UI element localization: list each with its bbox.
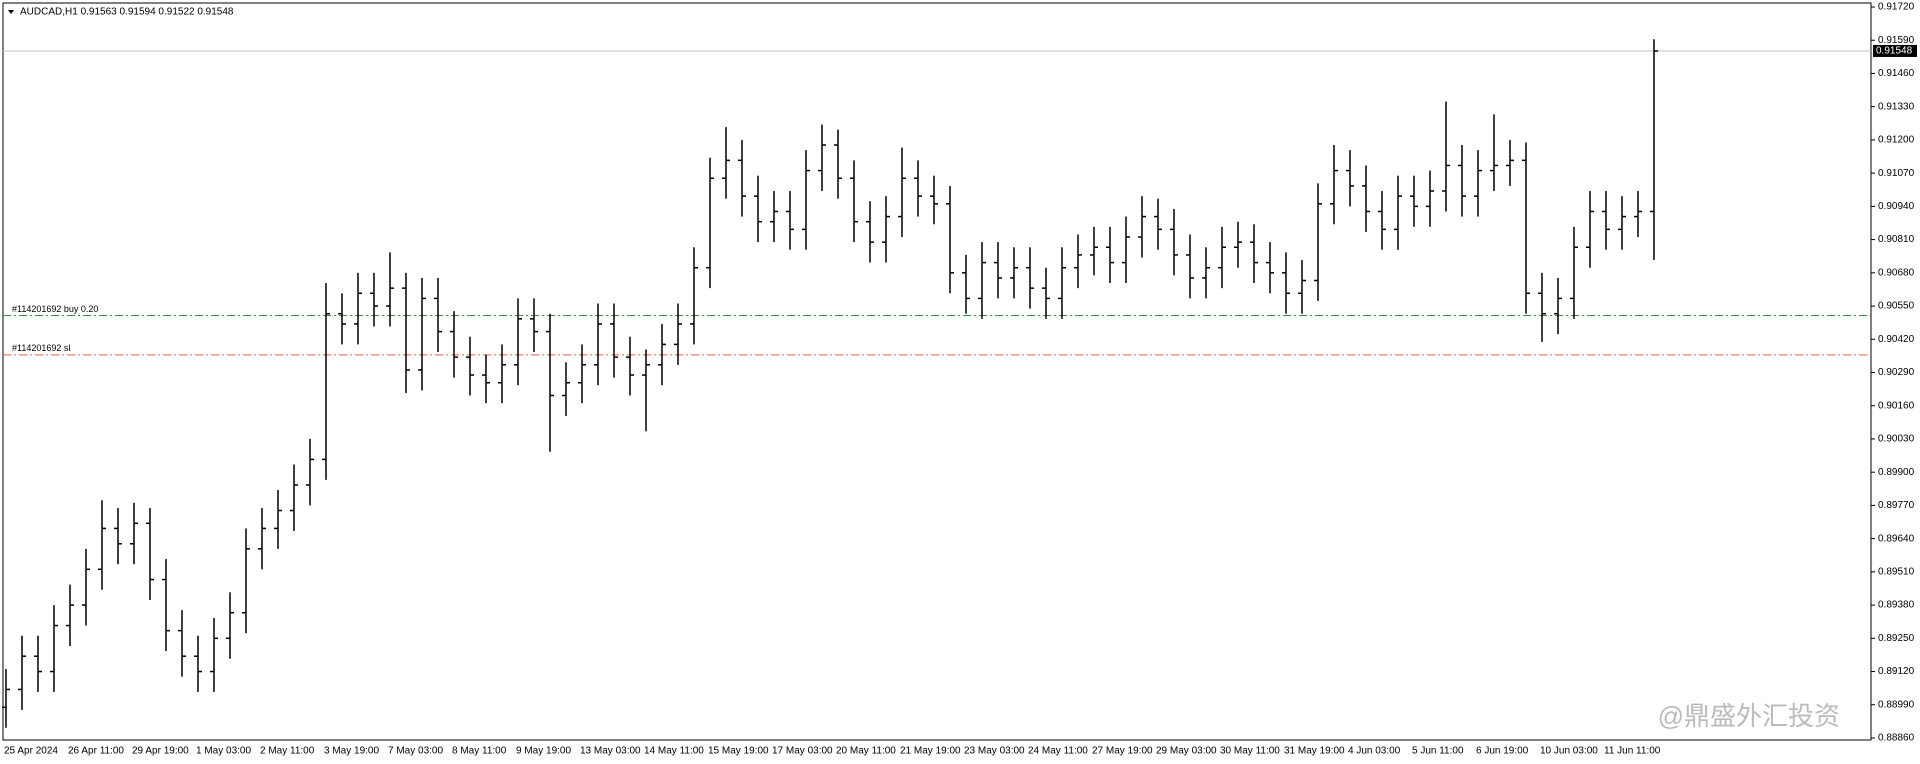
y-tick-label: 0.89380 xyxy=(1878,600,1915,611)
x-tick-label: 15 May 19:00 xyxy=(708,746,769,757)
watermark: @鼎盛外汇投资 xyxy=(1658,701,1840,731)
x-tick-label: 6 Jun 19:00 xyxy=(1476,746,1529,757)
y-tick-label: 0.91330 xyxy=(1878,101,1915,112)
x-tick-label: 14 May 11:00 xyxy=(644,746,704,757)
x-tick-label: 20 May 11:00 xyxy=(836,746,896,757)
price-label: 0.91548 xyxy=(1876,46,1913,57)
price-box xyxy=(1873,44,1917,57)
x-tick-label: 3 May 19:00 xyxy=(324,746,379,757)
y-tick-label: 0.89250 xyxy=(1878,633,1915,644)
x-tick-label: 27 May 19:00 xyxy=(1092,746,1153,757)
y-tick-label: 0.90550 xyxy=(1878,301,1915,312)
x-tick-label: 4 Jun 03:00 xyxy=(1348,746,1401,757)
x-tick-label: 26 Apr 11:00 xyxy=(68,746,124,757)
y-tick-label: 0.90940 xyxy=(1878,201,1915,212)
x-tick-label: 17 May 03:00 xyxy=(772,746,833,757)
order-label: #114201692 sl xyxy=(12,343,70,353)
y-tick-label: 0.89900 xyxy=(1878,467,1915,478)
x-tick-label: 7 May 03:00 xyxy=(388,746,443,757)
x-tick-label: 1 May 03:00 xyxy=(196,746,251,757)
y-tick-label: 0.88860 xyxy=(1878,733,1915,744)
y-tick-label: 0.91200 xyxy=(1878,135,1915,146)
x-tick-label: 25 Apr 2024 xyxy=(4,746,58,757)
x-tick-label: 9 May 19:00 xyxy=(516,746,571,757)
y-tick-label: 0.90290 xyxy=(1878,367,1915,378)
x-tick-label: 5 Jun 11:00 xyxy=(1412,746,1464,757)
y-tick-label: 0.89510 xyxy=(1878,567,1915,578)
plot-frame xyxy=(2,2,1872,741)
x-tick-label: 10 Jun 03:00 xyxy=(1540,746,1598,757)
x-tick-label: 13 May 03:00 xyxy=(580,746,641,757)
x-tick-label: 2 May 11:00 xyxy=(260,746,315,757)
x-tick-label: 30 May 11:00 xyxy=(1220,746,1280,757)
y-tick-label: 0.91590 xyxy=(1878,35,1915,46)
y-tick-label: 0.90810 xyxy=(1878,234,1915,245)
y-tick-label: 0.88990 xyxy=(1878,699,1915,710)
y-tick-label: 0.90420 xyxy=(1878,334,1915,345)
x-tick-label: 8 May 11:00 xyxy=(452,746,507,757)
order-label: #114201692 buy 0.20 xyxy=(12,304,98,314)
y-tick-label: 0.91460 xyxy=(1878,68,1915,79)
y-tick-label: 0.89770 xyxy=(1878,500,1915,511)
x-tick-label: 21 May 19:00 xyxy=(900,746,961,757)
x-tick-label: 31 May 19:00 xyxy=(1284,746,1345,757)
x-tick-label: 29 Apr 19:00 xyxy=(132,746,189,757)
y-tick-label: 0.91070 xyxy=(1878,168,1915,179)
x-tick-label: 11 Jun 11:00 xyxy=(1604,746,1661,757)
y-tick-label: 0.90030 xyxy=(1878,434,1915,445)
menu-arrow[interactable] xyxy=(8,10,14,14)
x-tick-label: 29 May 03:00 xyxy=(1156,746,1217,757)
y-tick-label: 0.89120 xyxy=(1878,666,1915,677)
y-tick-label: 0.90160 xyxy=(1878,400,1915,411)
y-tick-label: 0.89640 xyxy=(1878,533,1915,544)
y-tick-label: 0.90680 xyxy=(1878,267,1915,278)
x-tick-label: 24 May 11:00 xyxy=(1028,746,1088,757)
chart-title: AUDCAD,H1 0.91563 0.91594 0.91522 0.9154… xyxy=(20,7,234,18)
x-tick-label: 23 May 03:00 xyxy=(964,746,1025,757)
y-tick-label: 0.91720 xyxy=(1878,2,1915,13)
